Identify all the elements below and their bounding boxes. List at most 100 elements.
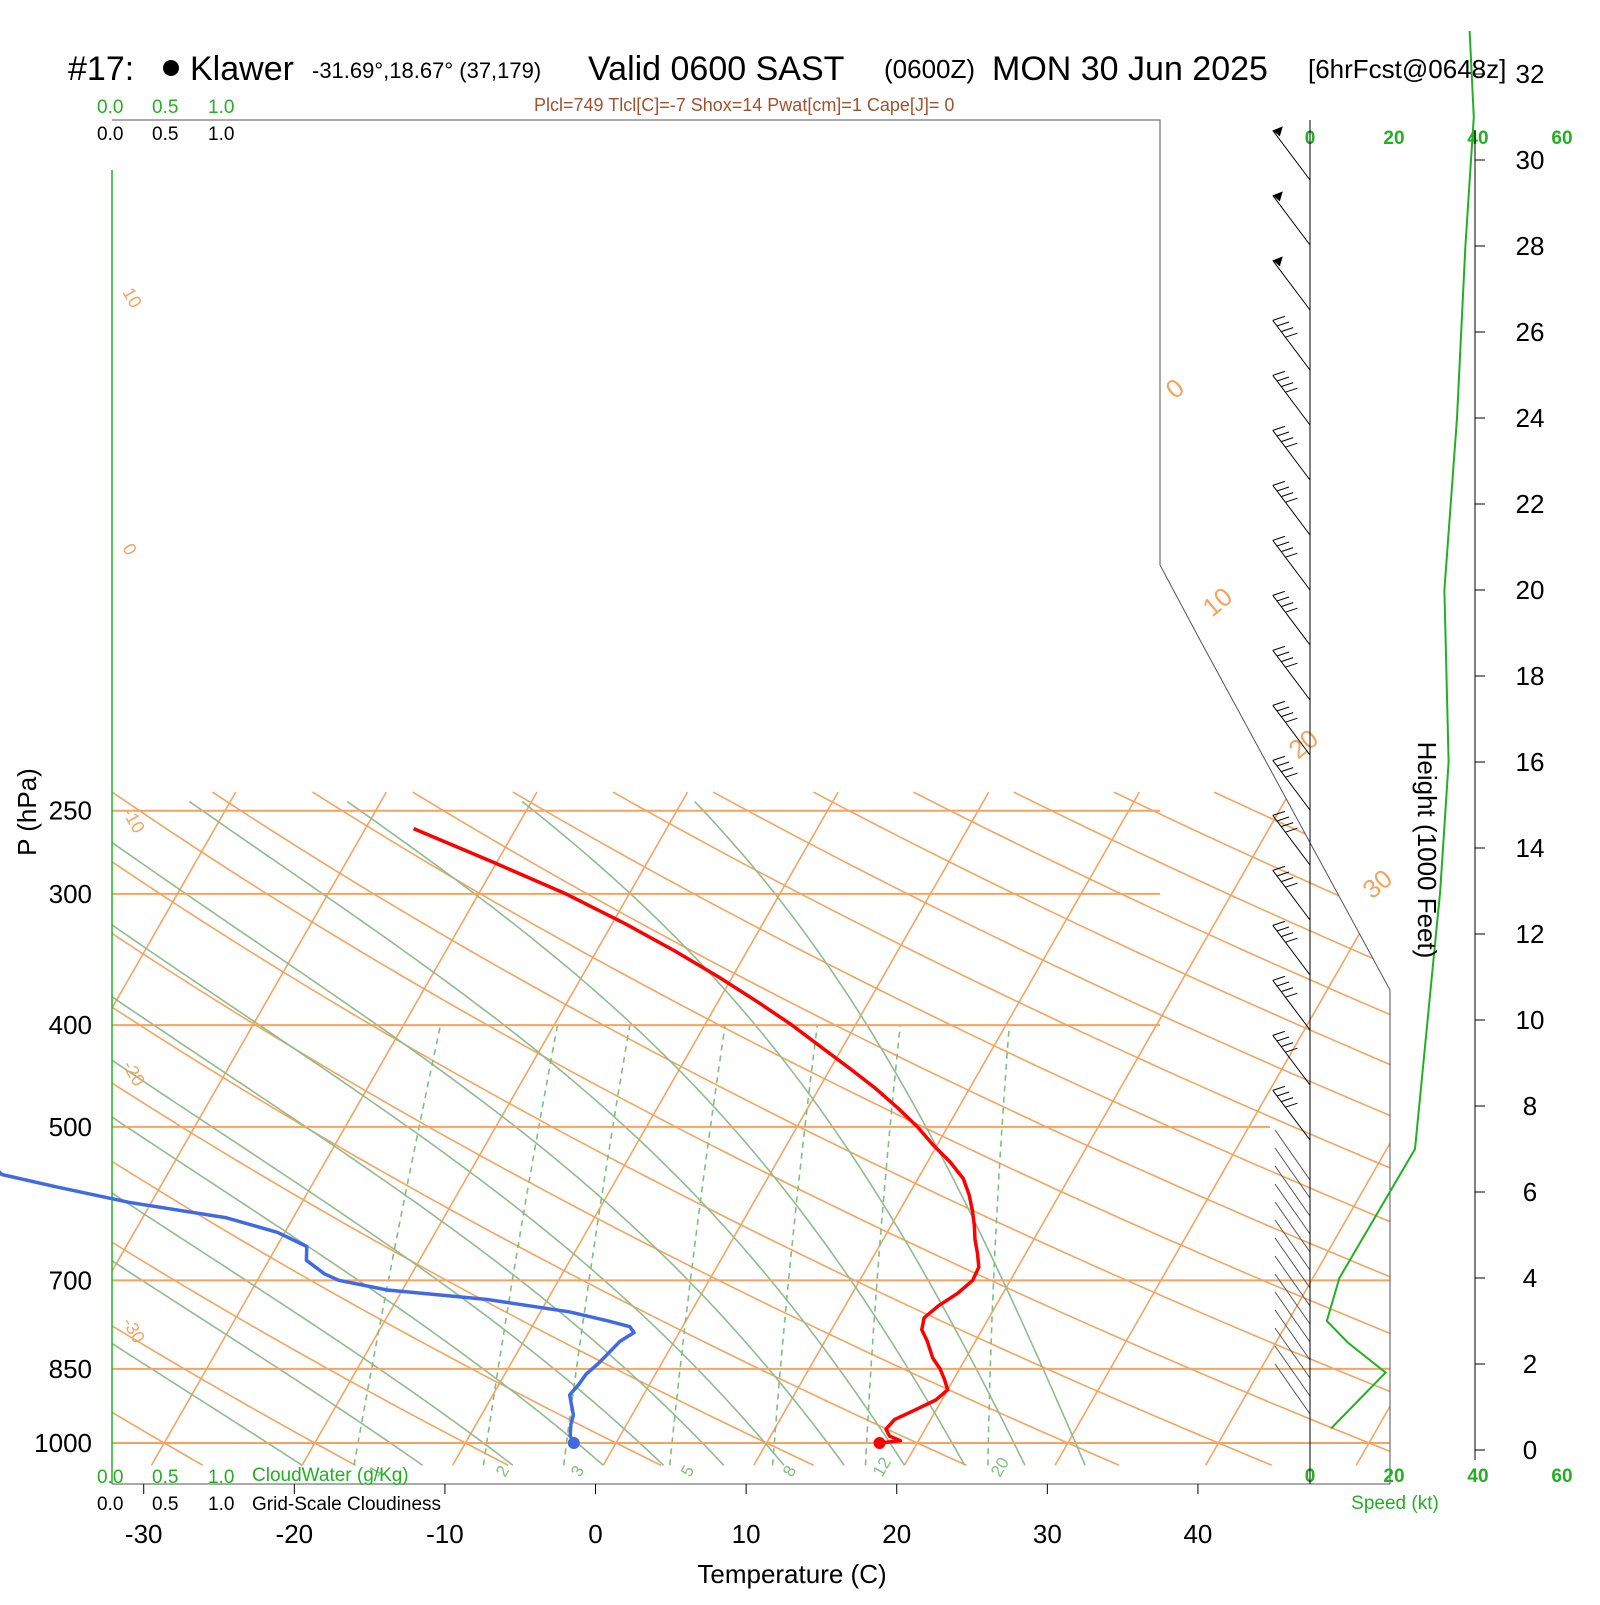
station-name: Klawer xyxy=(190,50,294,88)
temperature-tick-label: -10 xyxy=(426,1519,464,1549)
pressure-tick-label: 500 xyxy=(49,1112,92,1142)
wind-barb-feather xyxy=(1285,333,1297,337)
height-tick-label: 6 xyxy=(1523,1177,1537,1207)
height-tick-label: 32 xyxy=(1516,59,1545,89)
cloudwater-tick: 0.0 xyxy=(97,97,123,118)
mixing-ratio-label: 20 xyxy=(987,1454,1013,1480)
dry-adiabat-line xyxy=(0,792,50,1465)
isotherm-label: 0 xyxy=(119,540,141,559)
mixing-ratio-line xyxy=(866,1025,901,1465)
dry-adiabat-label: 0 xyxy=(1160,372,1190,404)
station-dot-icon xyxy=(163,60,179,76)
wind-barb-feather xyxy=(1281,878,1293,882)
wind-barb-feather xyxy=(1273,1031,1285,1035)
isotherm-line xyxy=(1507,792,1600,1465)
wind-barb-feather xyxy=(1273,976,1285,980)
height-tick-label: 18 xyxy=(1516,661,1545,691)
pressure-tick-label: 250 xyxy=(49,796,92,826)
mixing-ratio-label: 5 xyxy=(677,1462,698,1480)
speed-axis-title: Speed (kt) xyxy=(1351,1493,1439,1514)
wind-barb-feather xyxy=(1273,921,1285,925)
wind-barb-feather xyxy=(1281,1043,1293,1047)
stability-indices: Plcl=749 Tlcl[C]=-7 Shox=14 Pwat[cm]=1 C… xyxy=(534,95,954,115)
speed-tick-label: 40 xyxy=(1467,1466,1488,1487)
wind-barb-feather xyxy=(1285,608,1297,612)
wind-barb-feather xyxy=(1277,322,1289,326)
cloudiness-tick: 0.5 xyxy=(152,1494,178,1515)
moist-adiabat-line xyxy=(189,802,904,1466)
wind-barb-staff xyxy=(1273,195,1310,245)
cloudiness-tick: 0.0 xyxy=(97,1494,123,1515)
valid-date: MON 30 Jun 2025 xyxy=(992,50,1268,88)
cloudwater-tick: 0.5 xyxy=(152,97,178,118)
cloudiness-tick: 1.0 xyxy=(208,1494,234,1515)
wind-barb-feather xyxy=(1285,1103,1297,1107)
wind-barb-feather xyxy=(1285,553,1297,557)
temperature-tick-label: -30 xyxy=(125,1519,163,1549)
wind-barb-feather xyxy=(1277,1092,1289,1096)
wind-barb-feather xyxy=(1281,328,1293,332)
cloudiness-legend-label: Grid-Scale Cloudiness xyxy=(252,1494,441,1515)
wind-barb-feather xyxy=(1273,646,1285,650)
height-tick-label: 22 xyxy=(1516,489,1545,519)
speed-tick-label: 20 xyxy=(1383,1466,1404,1487)
x-axis-title: Temperature (C) xyxy=(697,1559,886,1589)
wind-barb-feather xyxy=(1273,426,1285,430)
wind-barb-feather xyxy=(1285,993,1297,997)
wind-barb-feather xyxy=(1273,1086,1285,1090)
wind-barb-feather xyxy=(1277,652,1289,656)
wind-barb-feather xyxy=(1285,443,1297,447)
pressure-tick-label: 1000 xyxy=(34,1428,92,1458)
mixing-ratio-label: 3 xyxy=(567,1462,588,1480)
wind-barb-feather xyxy=(1285,388,1297,392)
cloudwater-tick: 1.0 xyxy=(208,97,234,118)
wind-barb-feather xyxy=(1277,542,1289,546)
wind-barb-feather xyxy=(1281,438,1293,442)
wind-barb-feather xyxy=(1281,493,1293,497)
zulu-time: (0600Z) xyxy=(884,54,975,84)
wind-barb-feather xyxy=(1285,663,1297,667)
isotherm-label: -10 xyxy=(119,804,149,837)
wind-barb-feather xyxy=(1281,713,1293,717)
temperature-trace xyxy=(414,829,979,1443)
wind-barb-feather xyxy=(1281,548,1293,552)
cloudiness-scale-top: 0.0 0.5 1.0 xyxy=(97,124,234,145)
pressure-tick-label: 400 xyxy=(49,1010,92,1040)
wind-barb-pennant xyxy=(1273,256,1283,266)
wind-barb-feather xyxy=(1281,658,1293,662)
cloudiness-scale-bottom: 0.0 0.5 1.0 Grid-Scale Cloudiness xyxy=(97,1494,441,1515)
y-axis-title: P (hPa) xyxy=(12,768,42,856)
mixing-ratio-label: 8 xyxy=(779,1462,800,1480)
cloudiness-tick: 0.0 xyxy=(97,124,123,145)
wind-barb-feather xyxy=(1285,883,1297,887)
station-number: #17: xyxy=(68,50,134,88)
valid-time: Valid 0600 SAST xyxy=(588,50,844,88)
wind-barb-feather xyxy=(1285,498,1297,502)
height-tick-label: 24 xyxy=(1516,403,1545,433)
temperature-surface-point xyxy=(874,1437,886,1449)
wind-barb-feather xyxy=(1281,768,1293,772)
height-tick-label: 2 xyxy=(1523,1349,1537,1379)
height-tick-label: 14 xyxy=(1516,833,1545,863)
wind-barb-staff xyxy=(1273,260,1310,310)
wind-barb-feather xyxy=(1277,432,1289,436)
height-tick-label: 12 xyxy=(1516,919,1545,949)
wind-barb-feather xyxy=(1273,316,1285,320)
wind-barb-feather xyxy=(1273,701,1285,705)
mixing-ratio-line xyxy=(564,1025,630,1465)
speed-tick-label: 60 xyxy=(1551,1466,1572,1487)
wind-barb-feather xyxy=(1277,1037,1289,1041)
mixing-ratio-label: 12 xyxy=(869,1454,895,1480)
isotherm-label: -20 xyxy=(119,1057,149,1090)
speed-tick-label: 40 xyxy=(1467,128,1488,149)
isotherm-label: -30 xyxy=(119,1314,149,1347)
dry-adiabat-label: 30 xyxy=(1357,863,1398,905)
wind-barb-feather xyxy=(1273,591,1285,595)
pressure-tick-label: 300 xyxy=(49,879,92,909)
height-tick-label: 4 xyxy=(1523,1263,1537,1293)
wind-barb-feather xyxy=(1281,1098,1293,1102)
isotherm-label: 10 xyxy=(119,284,146,311)
cloudwater-tick: 0.5 xyxy=(152,1467,178,1488)
